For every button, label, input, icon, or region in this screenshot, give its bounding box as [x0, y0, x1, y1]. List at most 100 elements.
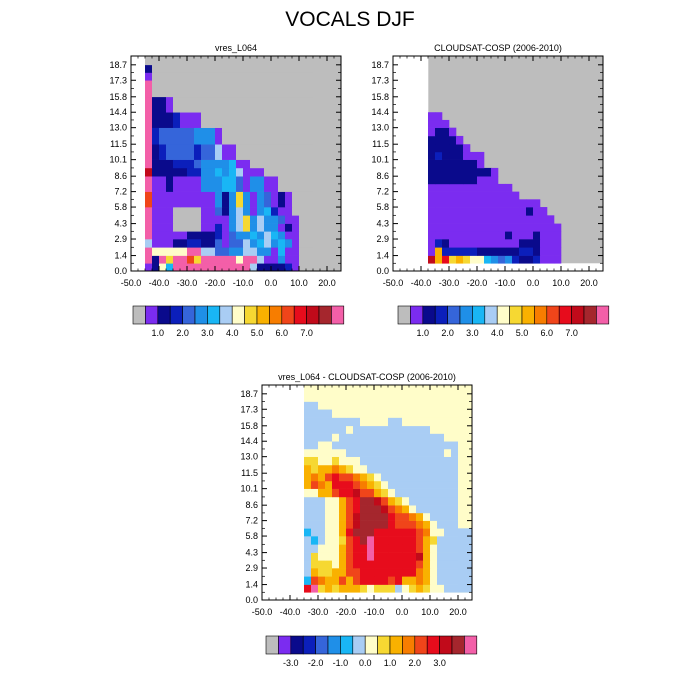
heatmap-cell [360, 512, 368, 521]
heatmap-cell [318, 544, 326, 553]
heatmap-cell [533, 247, 541, 256]
heatmap-cell [416, 505, 459, 514]
heatmap-cell [229, 231, 237, 240]
colorbar-swatch [451, 635, 465, 655]
x-tick-label: -40.0 [149, 278, 170, 288]
heatmap-cell [173, 255, 188, 264]
heatmap-cell [250, 215, 258, 224]
colorbar-swatch [281, 305, 295, 325]
heatmap-cell [388, 552, 403, 561]
heatmap-cell [367, 520, 375, 529]
heatmap-cell [152, 223, 167, 232]
heatmap-cell [402, 536, 417, 545]
heatmap-cell [278, 255, 286, 264]
heatmap-cell [215, 247, 230, 256]
colorbar-label: 5.0 [516, 328, 529, 338]
heatmap-cell [409, 512, 417, 521]
heatmap-cell [145, 56, 314, 66]
heatmap-cell [257, 255, 265, 264]
heatmap-cell [318, 576, 326, 585]
colorbar-swatch [434, 305, 448, 325]
heatmap-cell [353, 536, 361, 545]
heatmap-cell [222, 167, 230, 177]
colorbar-swatch [315, 635, 329, 655]
heatmap-cell [145, 247, 153, 256]
colorbar-swatch [132, 305, 146, 325]
heatmap-cell [463, 247, 478, 256]
colorbar-swatch [269, 305, 283, 325]
heatmap-cell [449, 207, 520, 216]
heatmap-cell [194, 112, 202, 128]
heatmap-cell [311, 480, 319, 489]
x-tick-label: -20.0 [205, 278, 226, 288]
x-tick-label: 0.0 [527, 278, 540, 288]
heatmap-cell [435, 135, 450, 145]
colorbar-swatch [509, 305, 523, 325]
heatmap-cell [152, 112, 160, 128]
colorbar-swatch [583, 305, 597, 325]
heatmap-cell [533, 231, 541, 240]
heatmap-cell [423, 544, 431, 553]
heatmap-cell [416, 528, 424, 537]
heatmap-cell [318, 401, 459, 410]
panel-difference: vres_L064 - CLOUDSAT-COSP (2006-2010) -50… [240, 372, 478, 668]
colorbar-swatch [327, 635, 341, 655]
heatmap-cell [325, 576, 340, 585]
heatmap-cell [498, 255, 506, 264]
heatmap-cell [339, 473, 354, 482]
heatmap-cell [353, 552, 361, 561]
heatmap-cell [318, 464, 326, 474]
heatmap-cell [304, 409, 333, 418]
heatmap-cell [318, 448, 333, 457]
heatmap-cell [395, 496, 403, 506]
heatmap-cell [222, 159, 230, 169]
heatmap-cell [409, 584, 417, 593]
heatmap-cell [381, 480, 389, 489]
heatmap-cell [367, 496, 375, 506]
heatmap-cell [187, 167, 202, 177]
heatmap-cell [318, 505, 326, 514]
heatmap-cell [152, 176, 160, 192]
colorbar-label: 0.0 [359, 658, 372, 668]
heatmap-cell [257, 191, 265, 208]
heatmap-cell [416, 568, 424, 577]
heatmap-cell [442, 239, 450, 248]
y-tick-label: 17.3 [371, 75, 389, 85]
heatmap-cell [243, 239, 251, 248]
heatmap-cell [250, 191, 258, 208]
heatmap-cell [374, 544, 389, 553]
heatmap-cell [285, 255, 293, 264]
heatmap-cell [332, 456, 340, 466]
heatmap-cell [435, 223, 499, 232]
heatmap-cell [346, 496, 354, 506]
heatmap-cell [463, 159, 478, 169]
heatmap-cell [554, 231, 562, 240]
heatmap-cell [285, 207, 293, 216]
heatmap-cell [304, 385, 459, 395]
heatmap-cell [491, 176, 499, 185]
heatmap-cell [353, 505, 361, 514]
heatmap-cell [512, 191, 520, 200]
heatmap-cell [271, 207, 279, 216]
heatmap-cell [257, 231, 265, 240]
heatmap-cell [346, 409, 459, 418]
heatmap-cell [304, 576, 312, 585]
panel-title: vres_L064 [215, 43, 257, 53]
heatmap-cell [201, 176, 216, 192]
heatmap-cell [236, 231, 244, 240]
heatmap-cell [229, 247, 244, 256]
heatmap-cell [304, 433, 333, 442]
colorbar-label: 5.0 [251, 328, 264, 338]
heatmap-cell [554, 223, 562, 232]
colorbar-swatch [534, 305, 548, 325]
heatmap-cell [353, 473, 361, 482]
heatmap-cell [292, 215, 300, 224]
x-tick-label: -40.0 [411, 278, 432, 288]
heatmap-cell [519, 239, 534, 248]
heatmap-cell [430, 552, 438, 561]
heatmap-cell [437, 552, 459, 561]
heatmap-cell [194, 159, 202, 169]
colorbar-swatch [558, 305, 572, 325]
heatmap-cell [257, 167, 265, 177]
heatmap-cell [159, 112, 174, 128]
